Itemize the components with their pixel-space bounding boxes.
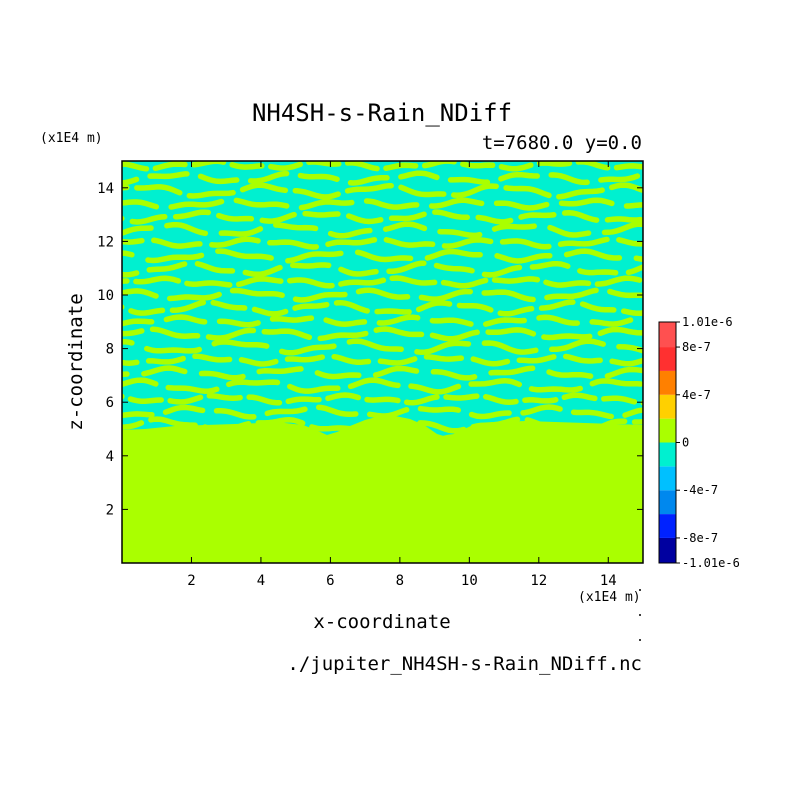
contour-band (122, 287, 643, 303)
y-axis-ticks: 2 4 6 8 10 12 14 (97, 181, 643, 518)
colorbar-segment (659, 537, 676, 563)
contour-band (122, 182, 643, 200)
plot-area (122, 161, 643, 563)
x-tick-label: 12 (530, 573, 547, 589)
x-tick-label: 14 (600, 573, 617, 589)
contour-band (122, 161, 643, 172)
y-tick-label: 2 (106, 502, 114, 518)
colorbar-segment (659, 442, 676, 467)
colorbar-segment (659, 370, 676, 395)
colorbar-segment (659, 490, 676, 515)
marker-dot (639, 639, 641, 641)
x-tick-label: 2 (187, 573, 195, 589)
contour-band (122, 338, 643, 356)
colorbar: 1.01e-6 8e-7 4e-7 0 -4e-7 -8e-7 -1.01e-6 (658, 315, 740, 570)
uniform-lower-region (122, 416, 643, 563)
contour-band (122, 377, 643, 395)
contour-band (122, 353, 643, 367)
contour-band (122, 326, 643, 342)
y-tick-label: 12 (97, 234, 114, 250)
x-tick-label: 8 (396, 573, 404, 589)
colorbar-label: 1.01e-6 (682, 315, 733, 329)
y-tick-label: 10 (97, 288, 114, 304)
contour-band (122, 248, 643, 264)
x-axis-title: x-coordinate (313, 611, 450, 633)
plot-frame (121, 160, 644, 564)
x-tick-label: 10 (461, 573, 478, 589)
contour-band (122, 197, 643, 211)
source-filename: ./jupiter_NH4SH-s-Rain_NDiff.nc (287, 653, 642, 675)
contour-band (122, 314, 643, 328)
y-tick-label: 4 (106, 449, 114, 465)
x-unit-label: (x1E4 m) (578, 590, 641, 605)
contour-band (122, 392, 643, 406)
y-tick-label: 8 (106, 342, 114, 358)
contour-band (122, 209, 643, 225)
chart-subtitle: t=7680.0 y=0.0 (482, 132, 642, 154)
y-tick-label: 14 (97, 181, 114, 197)
contour-band (122, 221, 643, 239)
colorbar-label: 0 (682, 436, 689, 450)
colorbar-label: -1.01e-6 (682, 556, 740, 570)
y-unit-label: (x1E4 m) (40, 131, 103, 146)
contour-band (122, 170, 643, 186)
colorbar-segment (659, 394, 676, 419)
marker-dot (639, 589, 641, 591)
x-tick-label: 4 (257, 573, 265, 589)
colorbar-label: -8e-7 (682, 531, 718, 545)
marker-dot (639, 614, 641, 616)
x-tick-label: 6 (326, 573, 334, 589)
y-axis-title: z-coordinate (65, 293, 87, 430)
colorbar-label: 8e-7 (682, 340, 711, 354)
contour-band (122, 275, 643, 289)
y-tick-label: 6 (106, 395, 114, 411)
colorbar-segment (659, 322, 676, 348)
colorbar-segment (659, 347, 676, 371)
colorbar-label: -4e-7 (682, 483, 718, 497)
x-axis-ticks: 2 4 6 8 10 12 14 (187, 161, 617, 589)
banded-pattern (122, 161, 643, 445)
contour-band (122, 404, 643, 420)
colorbar-segment (659, 418, 676, 443)
colorbar-segment (659, 514, 676, 538)
contour-band (122, 260, 643, 278)
colorbar-label: 4e-7 (682, 388, 711, 402)
contour-band (122, 299, 643, 317)
contour-band (122, 365, 643, 381)
chart-title: NH4SH-s-Rain_NDiff (252, 99, 512, 127)
colorbar-segment (659, 466, 676, 491)
